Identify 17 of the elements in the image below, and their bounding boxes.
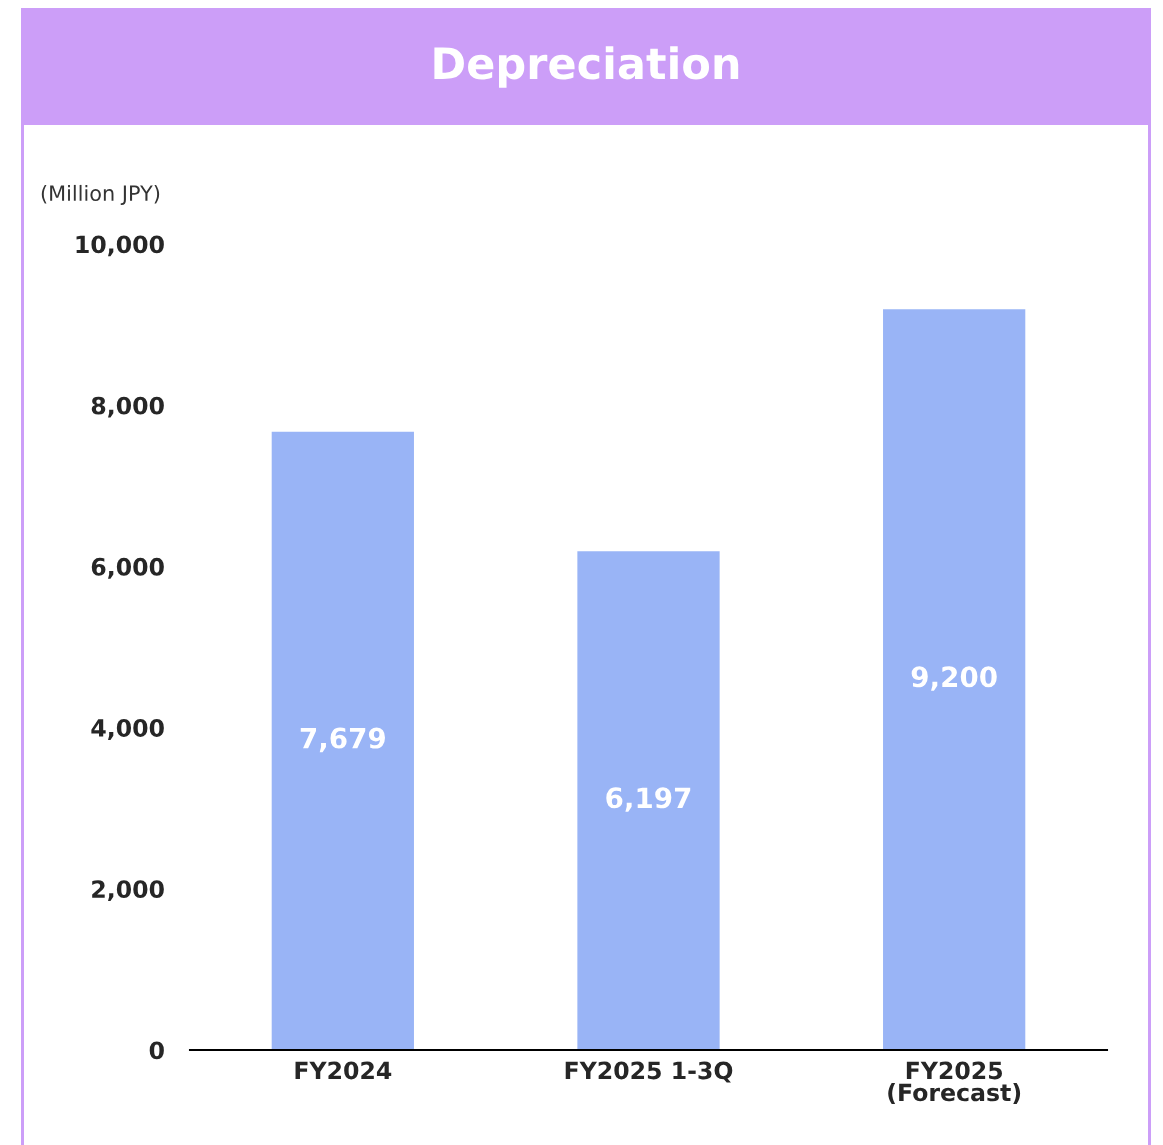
x-tick-label: FY2024 [295,1061,392,1080]
y-tick-label: 0 [149,1041,164,1060]
chart-title: Depreciation [434,46,739,88]
x-tick-label: FY2025 1-3Q [565,1061,733,1083]
data-label: 6,197 [606,787,691,812]
data-label: 7,679 [300,727,385,753]
bar [575,549,722,1050]
y-tick-label: 6,000 [91,557,164,579]
bar [881,307,1027,1050]
y-tick-label: 4,000 [91,719,164,740]
y-axis-title: (Million JPY) [41,184,160,205]
data-label: 9,200 [911,666,997,691]
y-tick-label: 10,000 [76,235,164,257]
bar [270,430,416,1050]
y-tick-label: 2,000 [92,880,164,902]
x-tick-label: FY2025 (Forecast) [888,1061,1021,1105]
y-tick-label: 8,000 [91,396,164,418]
